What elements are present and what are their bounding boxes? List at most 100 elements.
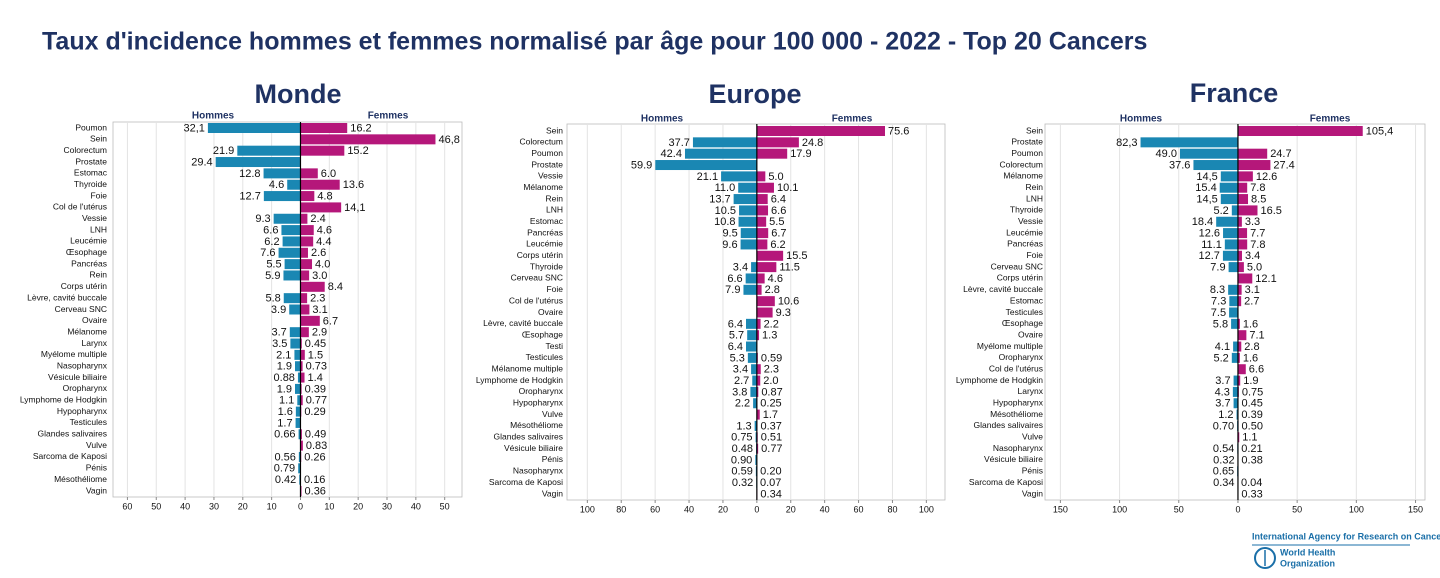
value-label: 1.3 [762,330,777,342]
x-tick-label: 40 [820,504,830,514]
category-label: Colorectum [64,145,107,155]
value-label: 2.1 [276,349,291,361]
x-tick-label: 50 [1174,504,1184,514]
category-label: Hypopharynx [993,398,1044,408]
plot-frame [112,121,463,498]
value-label: 18.4 [1192,216,1213,228]
bar [281,225,301,236]
x-tick-label: 30 [209,501,219,511]
value-label: 21.1 [697,171,718,183]
chart-title: Europe [708,79,801,109]
x-tick-label: 80 [887,504,897,514]
bar [738,182,757,193]
x-tick-label: 20 [786,504,796,514]
category-label: Foie [90,190,107,200]
bar [756,318,761,329]
category-label: Rein [546,193,564,203]
value-label: 6.4 [728,341,743,353]
bar [756,182,774,193]
bar [278,247,301,258]
bar [740,239,757,250]
bar [756,137,799,148]
bar [298,451,301,462]
bar [1237,352,1240,363]
value-label: 0.48 [732,443,753,455]
value-label: 2.8 [1244,341,1259,353]
value-label: 8.3 [1210,284,1225,296]
bar [745,273,757,284]
category-label: Oropharynx [999,352,1044,362]
category-label: Sein [1026,125,1043,135]
x-tick-label: 150 [1053,504,1068,514]
bar [300,395,303,406]
category-label: Testicules [1006,307,1043,317]
category-label: Mélanome [1003,171,1043,181]
bar [1220,171,1238,182]
value-label: 2.0 [763,375,778,387]
value-label: 2.7 [734,375,749,387]
category-label: Cerveau SNC [55,304,107,314]
value-label: 1.2 [1218,409,1233,421]
bar [300,225,314,236]
bar [756,443,759,454]
value-label: 12.6 [1199,228,1220,240]
value-label: 5.0 [768,171,783,183]
value-label: 6.0 [321,168,336,180]
bar [1232,386,1238,397]
value-label: 5.9 [265,270,280,282]
category-label: Corps utérin [517,250,564,260]
bar [756,273,765,284]
bar [1237,171,1253,182]
bar [300,259,313,270]
bar [1233,398,1238,409]
bar [263,191,301,202]
x-tick-label: 40 [411,501,421,511]
category-label: Col de l'utérus [53,202,107,212]
chart-title: Monde [255,79,342,109]
category-label: Mésothéliome [990,409,1043,419]
value-label: 6.7 [771,228,786,240]
bar [1237,228,1248,239]
value-label: 4.8 [317,190,332,202]
bar [756,126,885,136]
value-label: 0.04 [1241,477,1262,489]
category-label: Lymphome de Hodgkin [476,375,563,385]
value-label: 17.9 [790,148,811,160]
bar [756,386,759,397]
category-label: Larynx [81,338,107,348]
bar [289,327,301,338]
value-label: 0.29 [304,406,325,418]
value-label: 59.9 [631,159,652,171]
value-label: 12.1 [1255,273,1276,285]
value-label: 3.1 [312,304,327,316]
value-label: 2.9 [312,327,327,339]
value-label: 15.5 [786,250,807,262]
bar [300,202,342,213]
value-label: 14,1 [344,202,365,214]
value-label: 0.25 [760,398,781,410]
category-label: Poumon [531,148,563,158]
value-label: 0.75 [731,432,752,444]
bar [300,293,308,304]
bar [1237,250,1242,261]
bar [300,168,318,179]
bar [300,440,303,451]
category-label: Lèvre, cavité buccale [27,292,107,302]
category-label: Testicules [526,352,563,362]
bar [756,330,760,341]
bar [300,213,308,224]
value-label: 3.0 [312,270,327,282]
bar [263,168,301,179]
value-label: 12.8 [239,168,260,180]
category-label: Sarcoma de Kaposi [489,477,563,487]
x-tick-label: 10 [267,501,277,511]
bar [287,179,301,190]
category-label: Vulve [542,409,563,419]
category-label: Lymphome de Hodgkin [956,375,1043,385]
bar [297,395,301,406]
x-tick-label: 40 [684,504,694,514]
value-label: 42.4 [661,148,682,160]
value-label: 0.16 [304,474,325,486]
x-tick-label: 50 [151,501,161,511]
value-label: 29.4 [191,156,212,168]
